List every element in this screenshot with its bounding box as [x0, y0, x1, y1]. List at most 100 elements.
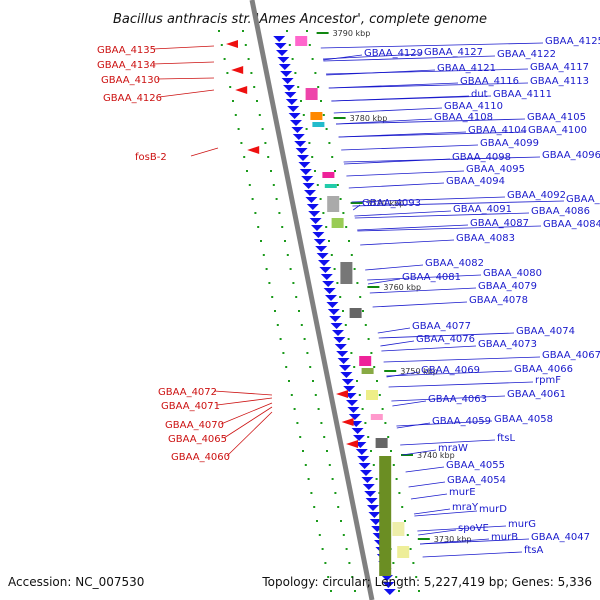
forward-gene-arrow [330, 323, 343, 329]
leader-line [323, 55, 496, 62]
forward-gene-arrow [382, 582, 395, 588]
forward-gene-arrow [285, 99, 298, 105]
track-dot [300, 100, 302, 102]
track-dot [381, 408, 384, 410]
track-dot [260, 240, 262, 242]
leader-line [190, 147, 219, 157]
track-dot [290, 394, 293, 396]
leader-line [216, 397, 273, 406]
gene-track-dots [218, 30, 420, 592]
reverse-gene-label: GBAA_4126 [103, 93, 162, 104]
forward-gene-arrow [283, 85, 295, 91]
leader-line [392, 400, 427, 407]
forward-gene-label: GBAA_4110 [444, 101, 503, 112]
track-dot [328, 142, 331, 144]
track-dot [262, 254, 265, 256]
forward-gene-label: GBAA_4055 [446, 460, 505, 471]
track-dot [367, 338, 370, 340]
forward-gene-arrow [308, 211, 321, 217]
track-dot [337, 506, 340, 508]
leader-line [419, 538, 490, 545]
track-dot [278, 212, 281, 214]
track-dot [257, 226, 260, 228]
gene-block [312, 122, 325, 127]
track-dot [364, 422, 367, 424]
forward-gene-arrow [355, 449, 368, 455]
forward-gene-arrow [333, 337, 346, 343]
gene-block [349, 308, 362, 318]
track-dot [353, 366, 356, 368]
track-dot [376, 380, 378, 382]
forward-gene-arrow [313, 239, 326, 245]
leader-line [352, 200, 565, 207]
track-dot [345, 226, 348, 228]
leader-line [328, 82, 529, 89]
forward-gene-label: GBAA_4087 [470, 218, 529, 229]
track-dot [395, 576, 398, 578]
forward-gene-label: GBAA_4092 [507, 190, 566, 201]
track-dot [248, 184, 251, 186]
leader-line [377, 327, 411, 334]
forward-gene-label: GBAA_4076 [416, 334, 475, 345]
track-dot [395, 478, 398, 480]
gene-block [370, 414, 383, 420]
leader-line [220, 402, 273, 425]
track-dot [244, 44, 247, 46]
tick-label: 3780 kbp [350, 114, 388, 123]
track-dot [358, 394, 361, 396]
track-dot [261, 128, 264, 130]
forward-gene-label: spoVE [458, 523, 489, 534]
forward-gene-label: GBAA_4083 [456, 233, 515, 244]
forward-gene-label: GBAA_4121 [437, 63, 496, 74]
leader-line [158, 89, 215, 98]
leader-line [351, 196, 506, 203]
track-dot [272, 184, 275, 186]
forward-gene-arrow [365, 498, 378, 504]
track-dot [285, 366, 288, 368]
leader-line [357, 224, 469, 231]
track-dot [404, 520, 406, 522]
leader-line [352, 204, 361, 211]
track-dot [326, 450, 328, 452]
leader-line [354, 210, 452, 217]
gene-block [366, 390, 378, 400]
track-dot [356, 380, 358, 382]
leader-line [365, 264, 424, 271]
forward-gene-label: dut [471, 89, 488, 100]
forward-gene-arrow [315, 246, 328, 252]
leader-line [369, 287, 477, 294]
forward-gene-label: GBAA_4125 [545, 36, 600, 47]
reverse-gene-arrow [226, 40, 238, 48]
track-dot [314, 394, 317, 396]
track-dot [229, 86, 232, 88]
track-dot [284, 240, 286, 242]
track-dot [418, 590, 420, 592]
leader-line [357, 225, 542, 232]
reverse-gene-label: GBAA_4060 [171, 452, 230, 463]
track-dot [342, 212, 345, 214]
track-dot [331, 156, 334, 158]
forward-gene-arrow [325, 295, 337, 301]
forward-gene-arrow [362, 484, 375, 490]
forward-gene-label: GBAA_4105 [527, 112, 586, 123]
forward-gene-arrow [339, 365, 351, 371]
track-dot [302, 450, 304, 452]
gene-block [331, 218, 344, 228]
gene-block [379, 456, 392, 576]
track-dot [243, 156, 246, 158]
gene-features [226, 36, 410, 595]
track-dot [339, 198, 342, 200]
gene-block [295, 36, 308, 46]
forward-gene-arrow [290, 120, 302, 126]
forward-gene-label: GBAA_4098 [452, 152, 511, 163]
track-dot [250, 72, 253, 74]
track-dot [294, 72, 297, 74]
forward-gene-arrow [278, 64, 291, 70]
forward-gene-arrow [360, 470, 372, 476]
leader-line [417, 525, 507, 532]
track-dot [270, 170, 272, 172]
forward-gene-label: GBAA_4067 [542, 350, 600, 361]
track-dot [334, 492, 337, 494]
track-dot [288, 44, 291, 46]
